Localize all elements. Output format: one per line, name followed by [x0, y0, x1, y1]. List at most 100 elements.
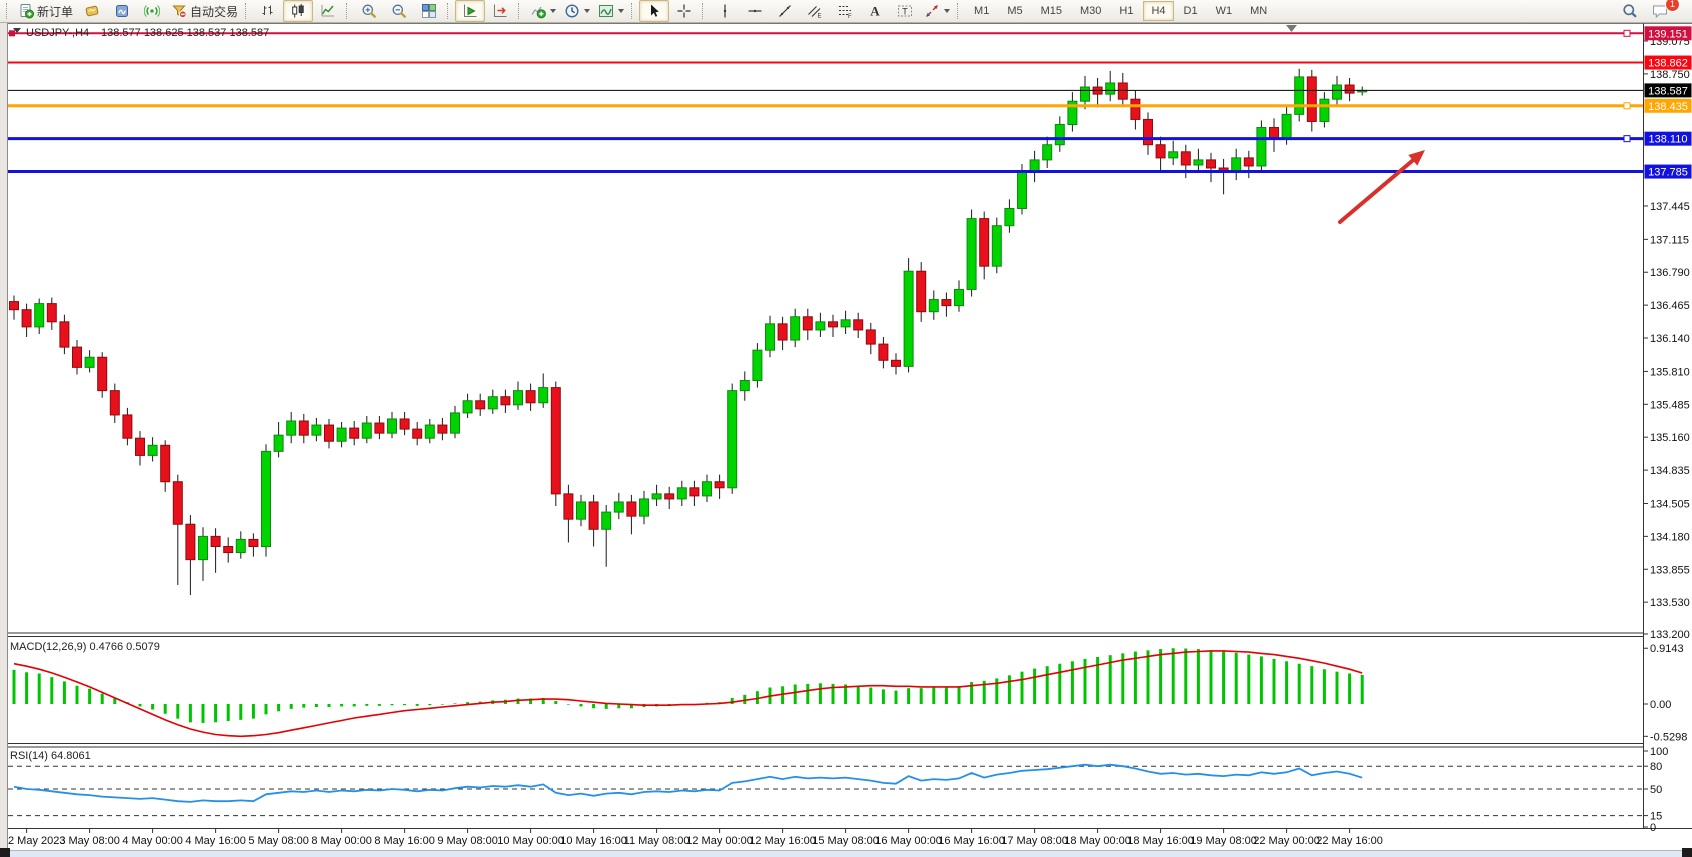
fibonacci-button[interactable]: F — [830, 0, 860, 22]
timeframe-mn-button[interactable]: MN — [1250, 5, 1268, 17]
periods-button[interactable] — [560, 0, 594, 22]
timeframe-w1-button[interactable]: W1 — [1215, 5, 1233, 17]
trend-arrow-head[interactable] — [1408, 150, 1425, 166]
candle-body — [752, 349, 763, 382]
channel-icon: E — [807, 3, 823, 19]
time-tick-label: 15 May 08:00 — [812, 835, 879, 847]
chat-button[interactable]: 1 — [1645, 0, 1680, 22]
candle-body — [160, 444, 171, 483]
toolbar-separator — [6, 3, 11, 19]
hline-handle[interactable] — [1623, 102, 1631, 110]
candle-body — [97, 356, 108, 392]
vertical-line-button[interactable] — [710, 0, 740, 22]
time-tick-label: 12 May 00:00 — [686, 835, 753, 847]
labelT-icon: T — [897, 3, 913, 19]
candle-body — [966, 218, 977, 290]
tline-icon — [777, 3, 793, 19]
tile-windows-button[interactable] — [414, 0, 444, 22]
autotrading-button-label: 自动交易 — [190, 4, 239, 19]
macd-tick-label: -0.5298 — [1650, 731, 1687, 743]
candle-body — [1080, 86, 1090, 102]
price-label-box — [1644, 83, 1692, 98]
chart-profile-button[interactable] — [77, 0, 107, 22]
signals-button[interactable] — [137, 0, 167, 22]
time-tick-label: 4 May 16:00 — [185, 835, 246, 847]
metaeditor-button[interactable] — [107, 0, 137, 22]
price-tick-label: 137.445 — [1650, 201, 1690, 213]
zoom-out-button[interactable] — [384, 0, 414, 22]
crosshair-button[interactable] — [669, 0, 699, 22]
time-tick-label: 16 May 16:00 — [938, 835, 1005, 847]
trendline-button[interactable] — [770, 0, 800, 22]
price-tick-label: 136.140 — [1650, 333, 1690, 345]
timeframe-m30-button[interactable]: M30 — [1080, 5, 1102, 17]
line-chart-button[interactable] — [313, 0, 343, 22]
candle-body — [1256, 127, 1267, 167]
candle-body — [311, 424, 322, 436]
hline-handle[interactable] — [1623, 135, 1631, 143]
time-tick-label: 8 May 00:00 — [311, 835, 372, 847]
zoom-out-icon — [391, 3, 407, 19]
hline-handle[interactable] — [9, 30, 15, 37]
auto-scroll-button[interactable] — [455, 0, 486, 22]
timeframe-m15-button[interactable]: M15 — [1040, 5, 1062, 17]
blue-editor-icon — [114, 3, 130, 19]
timeframe-h1-button[interactable]: H1 — [1119, 5, 1134, 17]
indicators-button[interactable] — [526, 0, 560, 22]
zoom-in-button[interactable] — [354, 0, 384, 22]
time-axis[interactable] — [8, 829, 1643, 850]
chart-area[interactable]: 139.075138.750137.445137.115136.790136.4… — [0, 23, 1692, 857]
cursor-button[interactable] — [639, 0, 670, 22]
candle-body — [248, 538, 259, 547]
time-tick-label: 11 May 08:00 — [624, 835, 690, 847]
timeframe-m1-button[interactable]: M1 — [974, 5, 990, 17]
price-tick-label: 133.200 — [1650, 629, 1690, 641]
chart-shift-button[interactable] — [485, 0, 515, 22]
chevron-down-icon — [944, 9, 951, 13]
timeframe-m5-button[interactable]: M5 — [1007, 5, 1023, 17]
timeframe-d1-button[interactable]: D1 — [1183, 5, 1198, 17]
text-label-button[interactable]: T — [890, 0, 920, 22]
candle-body — [235, 538, 246, 554]
price-tick-label: 138.750 — [1650, 69, 1690, 81]
toolbar-separator — [346, 3, 351, 19]
candle-body — [475, 400, 486, 410]
candle-body — [1193, 159, 1204, 166]
funnel-icon — [171, 3, 187, 19]
vline-icon — [717, 3, 733, 19]
candle-body — [613, 501, 624, 513]
one-click-trading-arrow-icon[interactable] — [13, 28, 21, 33]
autoscroll-icon — [462, 3, 478, 19]
left-edge-strip — [0, 23, 7, 857]
autotrading-button[interactable]: 自动交易 — [167, 0, 242, 22]
candlestick-chart-button[interactable] — [283, 0, 314, 22]
time-tick-label: 10 May 00:00 — [497, 835, 564, 847]
price-axis[interactable] — [1643, 23, 1692, 828]
candle-body — [374, 422, 385, 434]
new-order-button[interactable]: 新订单 — [14, 0, 77, 22]
shift-icon — [492, 3, 508, 19]
candle-body — [46, 303, 57, 323]
horizontal-line-button[interactable] — [740, 0, 770, 22]
candle-body — [1017, 171, 1027, 209]
time-tick-label: 12 May 16:00 — [749, 835, 816, 847]
text-button[interactable]: A — [860, 0, 890, 22]
chart-shift-marker[interactable] — [1286, 25, 1297, 32]
templates-button[interactable] — [594, 0, 628, 22]
candle-body — [1105, 82, 1116, 95]
candle-body — [273, 434, 284, 452]
price-tick-label: 135.485 — [1650, 399, 1690, 411]
timeframe-h4-button[interactable]: H4 — [1143, 1, 1174, 21]
equidistant-channel-button[interactable]: E — [800, 0, 830, 22]
candle-body — [487, 396, 498, 410]
hline-handle[interactable] — [1623, 29, 1631, 37]
trend-arrow-line[interactable] — [1338, 158, 1415, 224]
time-tick-label: 2 May 2023 — [8, 835, 65, 847]
chart-ohlc-values: 138.577 138.625 138.537 138.587 — [101, 27, 269, 39]
bar-chart-button[interactable] — [253, 0, 283, 22]
arrows-button[interactable] — [920, 0, 954, 22]
zoom-in-icon — [361, 3, 377, 19]
candle-body — [853, 319, 864, 331]
search-button[interactable] — [1615, 0, 1645, 22]
candle-body — [84, 356, 95, 368]
